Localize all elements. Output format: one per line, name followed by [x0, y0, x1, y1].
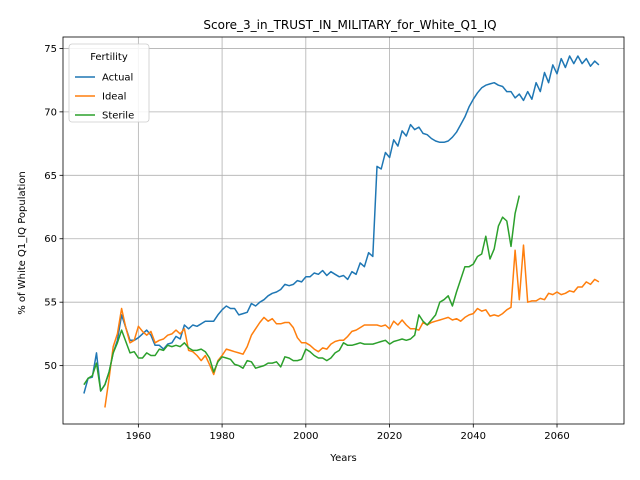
series-line-actual — [83, 55, 600, 394]
series-line-ideal — [104, 244, 600, 408]
x-tick-label: 2060 — [544, 431, 569, 442]
y-tick-label: 60 — [44, 234, 57, 245]
x-tick-label: 2000 — [293, 431, 318, 442]
series-line-sterile — [83, 195, 521, 392]
grid — [63, 37, 624, 424]
y-axis-label: % of White Q1_IQ Population — [17, 171, 28, 315]
legend-label-ideal: Ideal — [102, 92, 126, 103]
series-group — [83, 55, 600, 408]
legend-label-sterile: Sterile — [102, 111, 134, 122]
legend-title: Fertility — [90, 52, 128, 63]
y-tick-label: 70 — [44, 107, 57, 118]
x-tick-label: 2040 — [461, 431, 486, 442]
plot-frame — [62, 36, 625, 425]
x-axis-label: Years — [329, 453, 356, 464]
chart-title: Score_3_in_TRUST_IN_MILITARY_for_White_Q… — [203, 18, 496, 32]
x-tick-label: 1980 — [209, 431, 234, 442]
y-tick-label: 75 — [44, 44, 57, 55]
x-axis-ticks: 1960 1980 2000 2020 2040 2060 — [126, 424, 570, 442]
legend-box — [68, 43, 150, 123]
x-tick-label: 2020 — [377, 431, 402, 442]
legend: Fertility Actual Ideal Sterile — [68, 43, 150, 123]
y-tick-label: 65 — [44, 171, 57, 182]
y-tick-label: 55 — [44, 298, 57, 309]
legend-items: Actual Ideal Sterile — [75, 73, 134, 122]
x-tick-label: 1960 — [126, 431, 151, 442]
y-tick-label: 50 — [44, 361, 57, 372]
legend-label-actual: Actual — [102, 73, 133, 84]
y-axis-ticks: 50 55 60 65 70 75 — [44, 44, 63, 372]
